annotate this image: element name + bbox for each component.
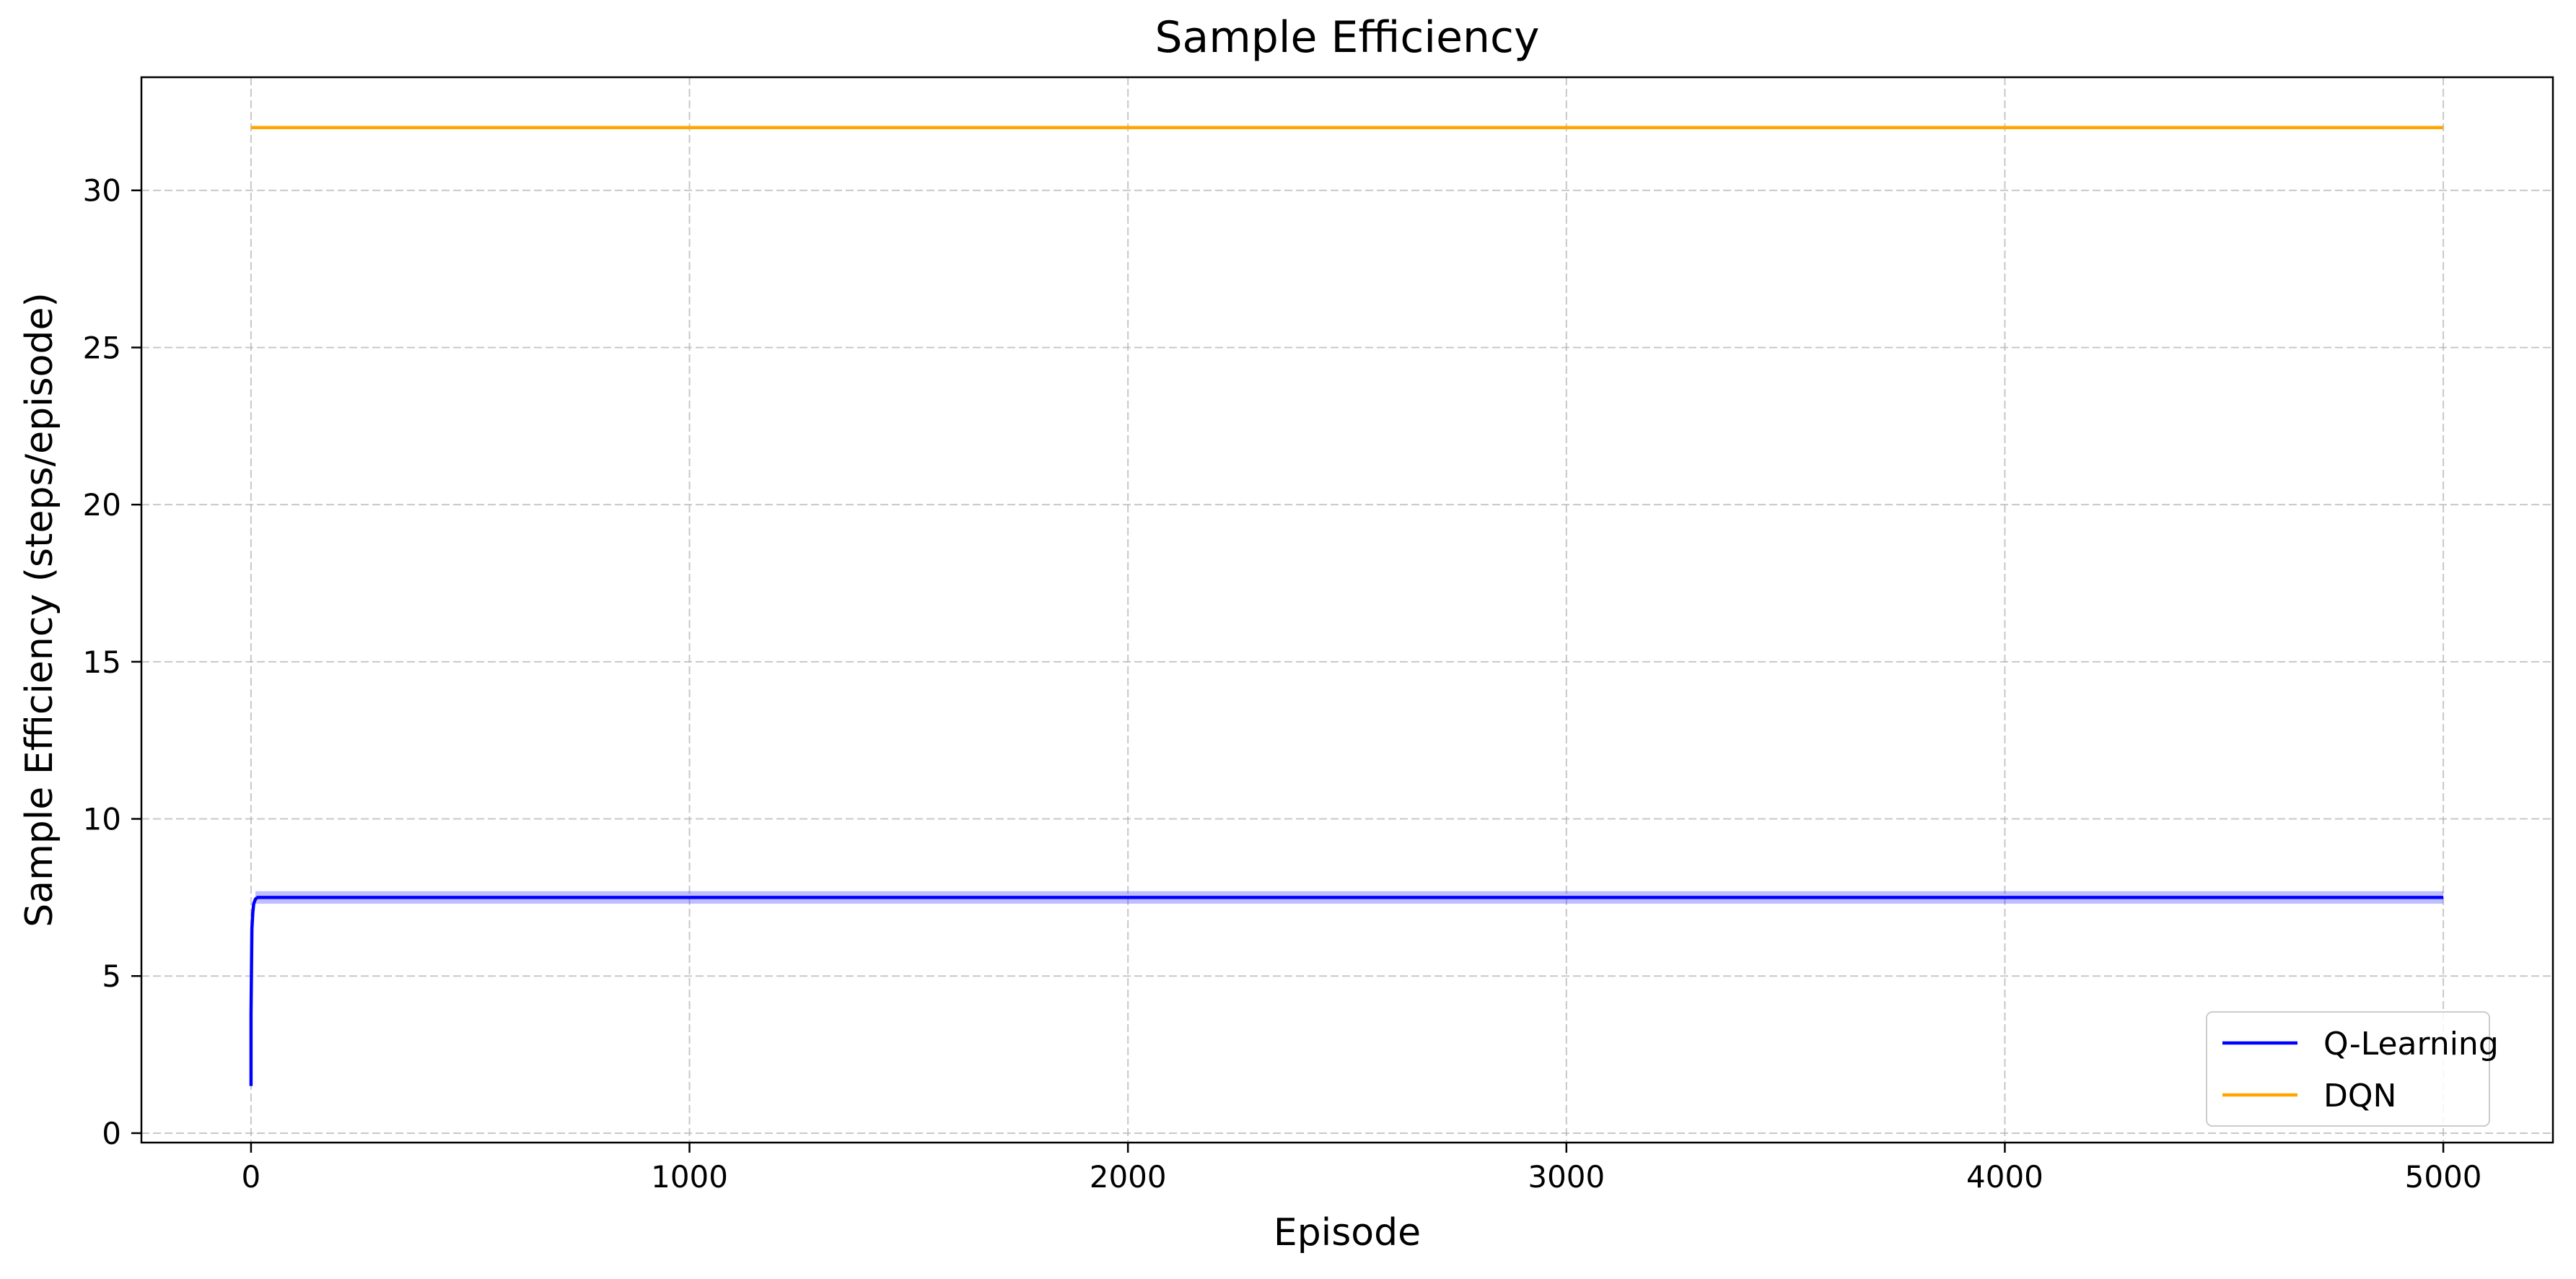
plot-frame xyxy=(140,76,2554,1144)
x-tick-label: 4000 xyxy=(1966,1159,2043,1195)
y-tick-label: 0 xyxy=(102,1116,121,1151)
y-tick-label: 5 xyxy=(102,959,121,994)
legend-label-q-learning: Q-Learning xyxy=(2323,1026,2499,1062)
x-tick-label: 5000 xyxy=(2405,1159,2482,1195)
tick-layer: 0 1000 2000 3000 4000 5000 0 5 10 15 20 25 30 xyxy=(83,173,2482,1195)
x-tick-label: 2000 xyxy=(1090,1159,1167,1195)
y-tick-label: 20 xyxy=(83,487,121,523)
y-tick-label: 30 xyxy=(83,173,121,209)
y-tick-label: 10 xyxy=(83,802,121,837)
grid-layer xyxy=(141,77,2553,1143)
y-axis-label: Sample Efficiency (steps/episode) xyxy=(18,292,61,927)
x-tick-label: 3000 xyxy=(1528,1159,1605,1195)
y-tick-label: 15 xyxy=(83,645,121,680)
legend-box xyxy=(2206,1011,2490,1127)
x-tick-label: 0 xyxy=(242,1159,261,1195)
chart-title: Sample Efficiency xyxy=(1155,12,1539,63)
legend-label-dqn: DQN xyxy=(2323,1078,2396,1114)
x-tick-label: 1000 xyxy=(651,1159,728,1195)
legend: Q-Learning DQN xyxy=(2206,1011,2499,1127)
y-tick-label: 25 xyxy=(83,330,121,365)
x-axis-label: Episode xyxy=(1274,1211,1421,1254)
series-layer xyxy=(249,126,2444,1086)
series-line-q-learning xyxy=(249,896,2444,1086)
